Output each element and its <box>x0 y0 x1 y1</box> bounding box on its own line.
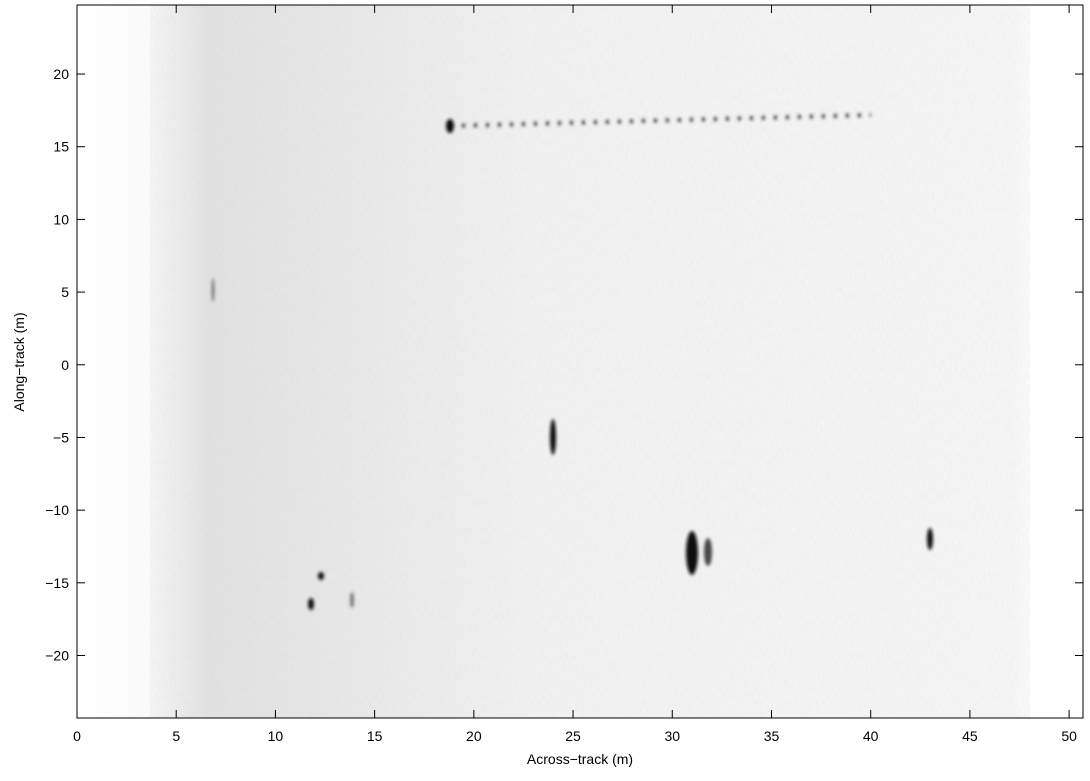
y-axis-label: Along−track (m) <box>11 312 27 411</box>
y-tick-label: 20 <box>53 66 69 82</box>
x-tick-label: 20 <box>466 728 482 744</box>
x-tick-label: 50 <box>1061 728 1077 744</box>
x-tick-label: 25 <box>565 728 581 744</box>
x-axis-label: Across−track (m) <box>527 751 633 767</box>
y-tick-label: 10 <box>53 211 69 227</box>
y-tick-label: −10 <box>45 502 69 518</box>
sonar-image <box>77 5 1083 718</box>
axes-box <box>76 4 1084 719</box>
x-tick-label: 10 <box>268 728 284 744</box>
x-tick-label: 15 <box>367 728 383 744</box>
x-tick-label: 35 <box>764 728 780 744</box>
y-tick-label: 15 <box>53 139 69 155</box>
y-tick-label: −5 <box>53 429 69 445</box>
y-tick-label: −15 <box>45 575 69 591</box>
x-tick-label: 45 <box>962 728 978 744</box>
y-tick-label: 0 <box>61 357 69 373</box>
x-tick-label: 0 <box>73 728 81 744</box>
x-tick-label: 30 <box>664 728 680 744</box>
x-tick-label: 40 <box>863 728 879 744</box>
y-tick-label: −20 <box>45 647 69 663</box>
y-tick-label: 5 <box>61 284 69 300</box>
x-tick-label: 5 <box>172 728 180 744</box>
